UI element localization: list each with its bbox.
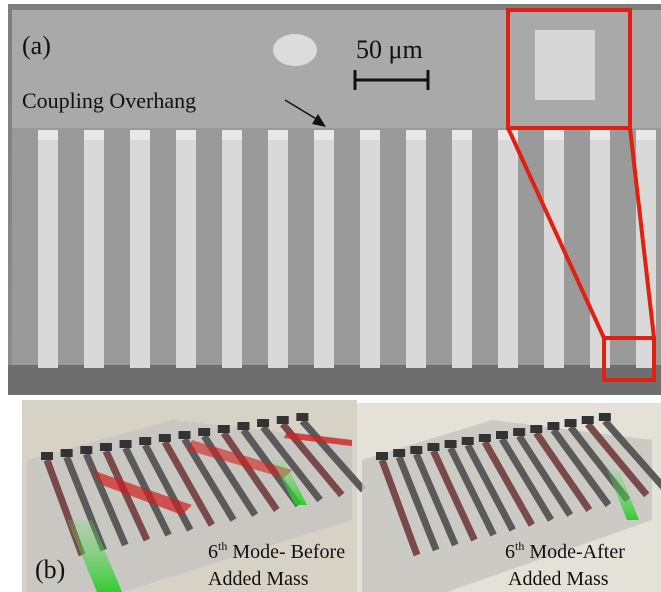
sim-pad [376,452,388,460]
caption-text: Mode-After [524,541,625,563]
beam-tip [268,130,288,140]
sim-pad [427,443,439,451]
beam-tip [222,130,242,140]
sim-pad [410,446,422,454]
caption: 6th Mode- Before [208,539,345,563]
beam-tip [406,130,426,140]
beam-tip [84,130,104,140]
beam-tip [544,130,564,140]
sim-pad [479,434,491,442]
sim-pad [120,440,132,448]
caption-number: 6 [505,541,515,563]
beam [38,140,58,368]
annotation: Coupling Overhang [22,88,196,113]
beam [222,140,242,368]
beam-tip [636,130,656,140]
sim-pad [61,449,73,457]
sim-pad [445,440,457,448]
figure: (a) 50 μm Coupling Overhang (b) 6th Mode… [0,0,661,592]
beam [130,140,150,368]
beam [84,140,104,368]
beam-tip [452,130,472,140]
sim-pad [198,428,210,436]
sim-pad [547,422,559,430]
caption-text: Mode- Before [227,541,345,563]
sim-pad [179,431,191,439]
sim-pad [139,437,151,445]
beam-tip [314,130,334,140]
sim-pad [277,416,289,424]
sim-pad [296,413,308,421]
beam [314,140,334,368]
panel-label: (a) [22,31,51,60]
sim-pad [41,452,53,460]
sim-pad [393,449,405,457]
beam [176,140,196,368]
sim-pad [599,413,611,421]
caption: Added Mass [508,568,609,590]
sim-pad [530,425,542,433]
beam-tip [130,130,150,140]
sim-pad [237,422,249,430]
sim-pad [496,431,508,439]
sim-pad [100,443,112,451]
beam-tip [360,130,380,140]
beam [544,140,564,368]
panel-label: (b) [35,555,65,584]
caption-number: 6 [208,541,218,563]
beam [498,140,518,368]
caption-superscript: th [218,539,227,553]
sim-pad [565,419,577,427]
sim-pad [462,437,474,445]
scale-bar-label: 50 μm [356,35,423,64]
beam [452,140,472,368]
sim-pad [159,434,171,442]
sim-pad [582,416,594,424]
caption: Added Mass [208,568,309,590]
beam-tip [38,130,58,140]
beam-tip [176,130,196,140]
sim-pad [218,425,230,433]
caption-superscript: th [515,539,524,553]
beam-tip [590,130,610,140]
sim-pad [80,446,92,454]
beam [268,140,288,368]
beam [360,140,380,368]
beam [406,140,426,368]
sim-pad [513,428,525,436]
micrograph [8,4,661,395]
sim-pad [257,419,269,427]
